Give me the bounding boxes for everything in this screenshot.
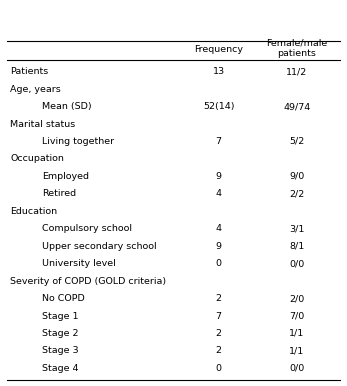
Text: Stage 1: Stage 1: [42, 312, 78, 320]
Text: Compulsory school: Compulsory school: [42, 224, 132, 233]
Text: 7: 7: [215, 312, 222, 320]
Text: 11/2: 11/2: [286, 67, 307, 76]
Text: 2: 2: [215, 294, 222, 303]
Text: 13: 13: [213, 67, 225, 76]
Text: 52(14): 52(14): [203, 102, 234, 111]
Text: Retired: Retired: [42, 190, 76, 198]
Text: 7: 7: [215, 137, 222, 146]
Text: Marital status: Marital status: [10, 120, 76, 129]
Text: 2/2: 2/2: [289, 190, 304, 198]
Text: 2/0: 2/0: [289, 294, 304, 303]
Text: 0: 0: [215, 364, 222, 373]
Text: 8/1: 8/1: [289, 242, 304, 251]
Text: Age, years: Age, years: [10, 85, 61, 93]
Text: 1/1: 1/1: [289, 329, 304, 338]
Text: 3/1: 3/1: [289, 224, 304, 233]
Text: Stage 4: Stage 4: [42, 364, 78, 373]
Text: 7/0: 7/0: [289, 312, 304, 320]
Text: Occupation: Occupation: [10, 154, 64, 163]
Text: Stage 3: Stage 3: [42, 347, 78, 356]
Text: Mean (SD): Mean (SD): [42, 102, 91, 111]
Text: University level: University level: [42, 259, 116, 268]
Text: 49/74: 49/74: [283, 102, 310, 111]
Text: 1/1: 1/1: [289, 347, 304, 356]
Text: Education: Education: [10, 207, 58, 216]
Text: Employed: Employed: [42, 172, 88, 181]
Text: Patients: Patients: [10, 67, 49, 76]
Text: No COPD: No COPD: [42, 294, 84, 303]
Text: 9: 9: [215, 242, 222, 251]
Text: Stage 2: Stage 2: [42, 329, 78, 338]
Text: Living together: Living together: [42, 137, 114, 146]
Text: 0/0: 0/0: [289, 259, 304, 268]
Text: 4: 4: [215, 224, 222, 233]
Text: Severity of COPD (GOLD criteria): Severity of COPD (GOLD criteria): [10, 277, 167, 286]
Text: 4: 4: [215, 190, 222, 198]
Text: 9: 9: [215, 172, 222, 181]
Text: 5/2: 5/2: [289, 137, 304, 146]
Text: 2: 2: [215, 329, 222, 338]
Text: 0: 0: [215, 259, 222, 268]
Text: 2: 2: [215, 347, 222, 356]
Text: 0/0: 0/0: [289, 364, 304, 373]
Text: Frequency: Frequency: [194, 45, 243, 54]
Text: 9/0: 9/0: [289, 172, 304, 181]
Text: Upper secondary school: Upper secondary school: [42, 242, 156, 251]
Text: Female/male
patients: Female/male patients: [266, 39, 327, 58]
